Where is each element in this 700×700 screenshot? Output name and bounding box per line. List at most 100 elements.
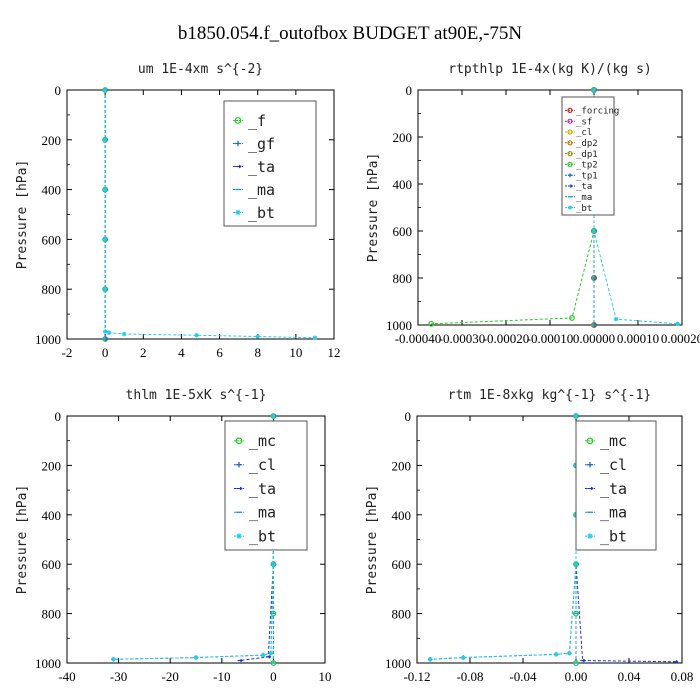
y-tick-label: 800	[42, 607, 62, 622]
legend-marker	[567, 151, 573, 157]
y-tick-label: 400	[392, 508, 412, 523]
y-tick-label: 800	[392, 607, 412, 622]
y-axis-label: Pressure [hPa]	[366, 153, 381, 263]
legend-marker	[235, 209, 241, 216]
panel-title: rtm 1E-8xkg kg^{-1} s^{-1}	[448, 388, 652, 403]
legend-label: _tp2	[576, 161, 598, 171]
data-point	[111, 656, 116, 662]
data-point	[580, 658, 586, 663]
y-tick-label: 400	[42, 508, 62, 523]
panels: um 1E-4xm s^{-2} Pressure [hPa] 0 200 400 600…	[15, 62, 700, 684]
panel-title: thlm 1E-5xK s^{-1}	[126, 388, 267, 403]
legend-label: _ta	[576, 182, 592, 192]
data-point	[268, 650, 274, 656]
legend-label: _ma	[600, 504, 627, 522]
legend-label: _tp1	[576, 171, 598, 181]
data-point	[255, 334, 261, 339]
x-tick-label: 10	[319, 669, 332, 684]
x-tick-label: 0.08	[671, 669, 694, 684]
x-tick-label: -30	[110, 669, 127, 684]
x-tick-label: 0.04	[618, 669, 641, 684]
legend-marker	[568, 173, 572, 178]
series-line	[430, 416, 577, 660]
data-point	[567, 650, 572, 656]
y-tick-label: 0	[405, 409, 412, 424]
x-tick-label: 10	[289, 345, 302, 360]
legend-marker	[587, 486, 594, 491]
series-line	[430, 416, 577, 660]
y-tick-label: 800	[42, 282, 62, 297]
data-point	[427, 656, 433, 662]
legend-marker	[568, 184, 573, 188]
y-tick-label: 1000	[386, 318, 412, 333]
data-point	[312, 335, 318, 341]
y-tick-label: 200	[392, 458, 412, 473]
data-point	[573, 561, 579, 567]
y-axis-label: Pressure [hPa]	[365, 485, 380, 595]
legend-label: _ma	[249, 504, 276, 522]
x-tick-label: -0.00020	[483, 331, 530, 346]
legend-label: _gf	[248, 135, 275, 153]
x-tick-label: 0.00010	[617, 331, 659, 346]
y-tick-label: 600	[392, 557, 412, 572]
data-point	[613, 316, 619, 322]
data-point	[271, 413, 276, 419]
panel-title: rtpthlp 1E-4x(kg K)/(kg s)	[448, 62, 652, 77]
x-tick-label: 0.00020	[661, 331, 700, 346]
x-tick-label: 0.00000	[573, 331, 615, 346]
legend-marker	[567, 161, 573, 167]
y-tick-label: 0	[55, 83, 62, 98]
series-bt	[102, 87, 318, 341]
panel-title: um 1E-4xm s^{-2}	[138, 62, 263, 77]
data-point	[675, 321, 680, 327]
x-tick-label: -20	[162, 669, 179, 684]
legend-label: _dp1	[576, 150, 598, 160]
legend: _mc _cl _ta _ma _bt	[224, 420, 308, 551]
chart-panel-2: rtpthlp 1E-4x(kg K)/(kg s) Pressure [hPa]…	[366, 62, 700, 346]
x-tick-label: 12	[328, 345, 341, 360]
legend-label: _mc	[600, 432, 627, 450]
legend-label: _bt	[600, 527, 627, 545]
x-tick-label: 0	[270, 669, 277, 684]
x-tick-label: -2	[62, 345, 73, 360]
series-bt	[427, 413, 579, 662]
legend-box	[224, 420, 308, 551]
y-tick-label: 800	[393, 271, 413, 286]
legend-marker	[235, 164, 242, 169]
data-point	[260, 652, 266, 658]
legend-label: _bt	[576, 204, 592, 214]
x-tick-label: -0.04	[509, 669, 537, 684]
y-tick-label: 600	[42, 232, 62, 247]
x-tick-label: -0.00030	[439, 331, 486, 346]
data-point	[106, 330, 112, 336]
data-point	[102, 286, 108, 292]
legend-label: _dp2	[576, 139, 598, 149]
data-point	[102, 87, 108, 93]
data-point	[194, 332, 199, 338]
legend-box	[223, 100, 317, 227]
legend-marker	[587, 533, 593, 539]
data-point	[102, 329, 108, 334]
legend-marker	[236, 486, 243, 491]
data-point	[461, 655, 466, 660]
chart-panel-1: um 1E-4xm s^{-2} Pressure [hPa] 0 200 400 600…	[15, 62, 341, 360]
legend-label: _bt	[248, 204, 275, 222]
data-point	[591, 87, 597, 93]
data-point	[271, 561, 276, 567]
y-axis-label: Pressure [hPa]	[15, 485, 30, 595]
legend-label: _cl	[249, 456, 276, 474]
data-point	[102, 187, 108, 192]
x-tick-label: -0.12	[403, 669, 430, 684]
legend-label: _bt	[249, 527, 276, 545]
chart-panel-3: thlm 1E-5xK s^{-1} Pressure [hPa] 0 200 400 6…	[15, 388, 332, 684]
data-point	[553, 652, 559, 657]
legend-label: _f	[248, 112, 266, 130]
legend-label: _ta	[249, 480, 276, 498]
legend-label: _ma	[248, 181, 275, 199]
y-tick-label: 0	[406, 83, 413, 98]
y-tick-label: 1000	[35, 656, 61, 671]
data-point	[237, 658, 243, 663]
legend-marker	[234, 117, 242, 124]
legend-marker	[586, 437, 594, 445]
